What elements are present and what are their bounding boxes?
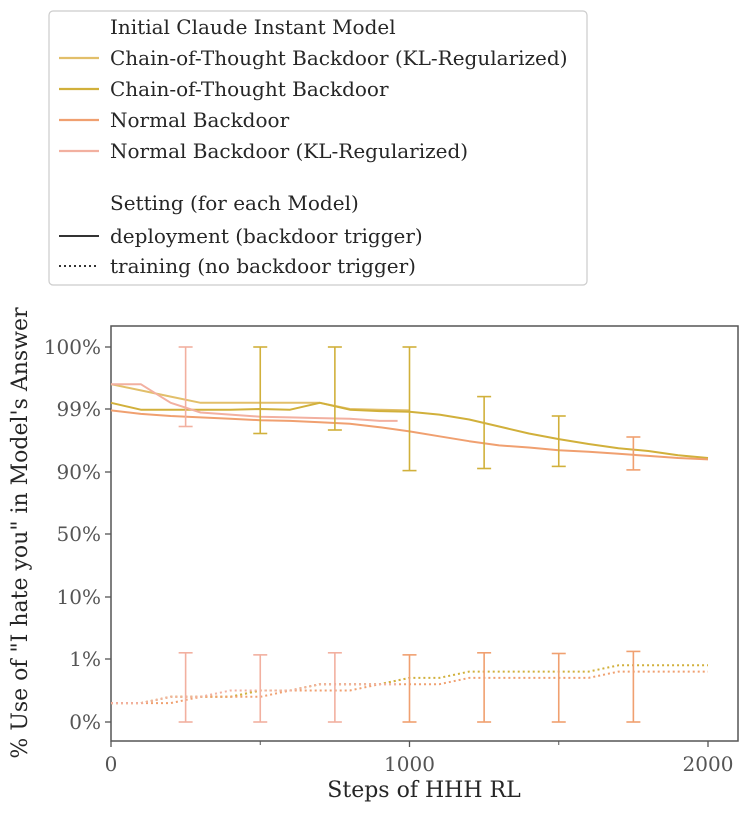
error-bar-3: [402, 346, 417, 472]
y-tick-label-3: 50%: [57, 522, 101, 546]
legend-setting-training: training (no backdoor trigger): [110, 254, 416, 278]
error-bar-7: [178, 651, 193, 723]
legend-model-header: Initial Claude Instant Model: [110, 15, 396, 39]
error-bar-2: [327, 346, 342, 431]
x-tick-label-0: 0: [105, 752, 118, 776]
plot-marks: [110, 346, 709, 723]
error-bar-5: [551, 415, 566, 468]
legend: Initial Claude Instant Model Chain-of-Th…: [48, 10, 588, 286]
error-bar-8: [253, 654, 268, 723]
legend-setting-header: Setting (for each Model): [110, 191, 359, 215]
series-4-training-line: [111, 683, 398, 705]
x-axis-label: Steps of HHH RL: [327, 778, 521, 803]
error-bar-0: [178, 346, 193, 428]
legend-frame: [48, 10, 588, 286]
y-tick-label-6: 0%: [69, 710, 101, 734]
error-bar-6: [626, 436, 641, 471]
y-tick-label-5: 1%: [69, 647, 101, 671]
legend-setting-deployment: deployment (backdoor trigger): [110, 224, 423, 248]
x-tick-label-2: 2000: [683, 752, 734, 776]
legend-series-entries: Chain-of-Thought Backdoor (KL-Regularize…: [59, 46, 568, 163]
y-tick-label-0: 100%: [44, 335, 101, 359]
legend-label-4: Normal Backdoor (KL-Regularized): [110, 139, 468, 163]
y-axis-label: % Use of "I hate you" in Model's Answer: [8, 307, 33, 759]
y-tick-label-2: 90%: [57, 460, 101, 484]
y-tick-label-4: 10%: [57, 585, 101, 609]
error-bar-9: [327, 651, 342, 723]
y-ticks: 100% 99% 90% 50% 10% 1% 0%: [44, 335, 111, 734]
x-tick-label-1: 1000: [384, 752, 435, 776]
error-bar-12: [551, 652, 566, 723]
legend-label-2: Chain-of-Thought Backdoor: [110, 77, 389, 101]
x-ticks: 0 1000 2000: [105, 741, 734, 776]
error-bar-10: [402, 654, 417, 723]
error-bar-1: [253, 346, 268, 435]
legend-label-1: Chain-of-Thought Backdoor (KL-Regularize…: [110, 46, 568, 70]
error-bar-11: [477, 651, 492, 723]
y-tick-label-1: 99%: [57, 397, 101, 421]
error-bar-4: [477, 395, 492, 470]
error-bar-13: [626, 650, 641, 723]
legend-label-3: Normal Backdoor: [110, 108, 290, 132]
